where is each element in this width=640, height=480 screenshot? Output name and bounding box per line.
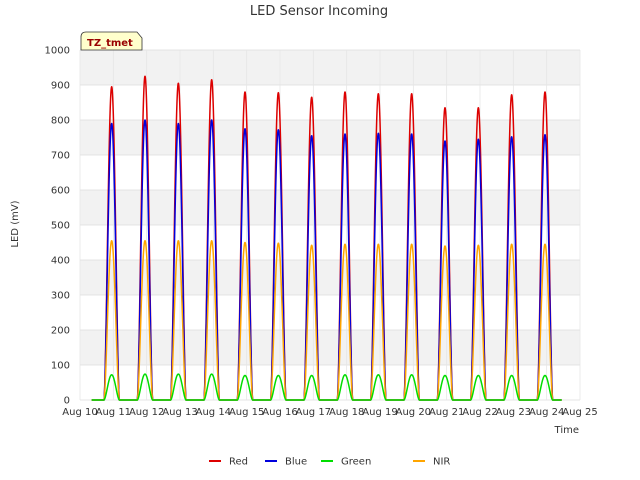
series-line-green — [91, 373, 563, 401]
x-tick-label: Aug 16 — [262, 407, 297, 418]
plot-band — [80, 330, 580, 365]
y-tick-label: 300 — [51, 291, 70, 302]
legend-item-blue: Blue — [265, 457, 307, 468]
y-tick-label: 400 — [51, 256, 70, 267]
x-tick-label: Aug 13 — [162, 407, 197, 418]
plot-band — [80, 190, 580, 225]
x-tick-label: Aug 12 — [129, 407, 164, 418]
badge-background — [80, 31, 143, 51]
y-tick-label: 200 — [51, 326, 70, 337]
x-tick-label: Aug 24 — [529, 407, 564, 418]
y-axis-ticks: 0 100 200 300 400 500 600 700 800 900 1000 — [45, 46, 70, 407]
x-tick-label: Aug 17 — [296, 407, 331, 418]
legend-label-blue: Blue — [285, 457, 307, 468]
plot-bands — [80, 50, 580, 365]
y-tick-label: 100 — [51, 361, 70, 372]
grid-lines — [79, 49, 581, 401]
x-tick-label: Aug 11 — [96, 407, 131, 418]
x-tick-label: Aug 21 — [429, 407, 464, 418]
legend-label-nir: NIR — [433, 457, 450, 468]
x-tick-label: Aug 18 — [329, 407, 364, 418]
x-tick-label: Aug 22 — [462, 407, 497, 418]
series-layer — [91, 75, 563, 401]
y-tick-label: 0 — [64, 396, 70, 407]
tz-badge: TZ_tmet — [80, 31, 143, 51]
x-axis-title: Time — [554, 425, 579, 436]
x-tick-label: Aug 19 — [362, 407, 397, 418]
y-tick-label: 600 — [51, 186, 70, 197]
badge-label: TZ_tmet — [87, 38, 133, 49]
x-tick-label: Aug 10 — [62, 407, 97, 418]
legend-item-nir: NIR — [413, 457, 450, 468]
x-tick-label: Aug 23 — [496, 407, 531, 418]
y-tick-label: 500 — [51, 221, 70, 232]
x-tick-label: Aug 25 — [562, 407, 597, 418]
x-tick-label: Aug 15 — [229, 407, 264, 418]
y-tick-label: 900 — [51, 81, 70, 92]
plot-band — [80, 260, 580, 295]
x-tick-label: Aug 14 — [196, 407, 231, 418]
y-tick-label: 1000 — [45, 46, 70, 57]
plot-band — [80, 50, 580, 85]
y-tick-label: 800 — [51, 116, 70, 127]
x-tick-label: Aug 20 — [396, 407, 431, 418]
legend-item-red: Red — [209, 457, 248, 468]
legend-item-green: Green — [321, 457, 371, 468]
legend-label-red: Red — [229, 457, 248, 468]
legend: Red Blue Green NIR — [209, 457, 450, 468]
plot-band — [80, 120, 580, 155]
chart-title: LED Sensor Incoming — [250, 4, 388, 19]
y-axis-title: LED (mV) — [10, 200, 21, 247]
y-tick-label: 700 — [51, 151, 70, 162]
legend-label-green: Green — [341, 457, 371, 468]
